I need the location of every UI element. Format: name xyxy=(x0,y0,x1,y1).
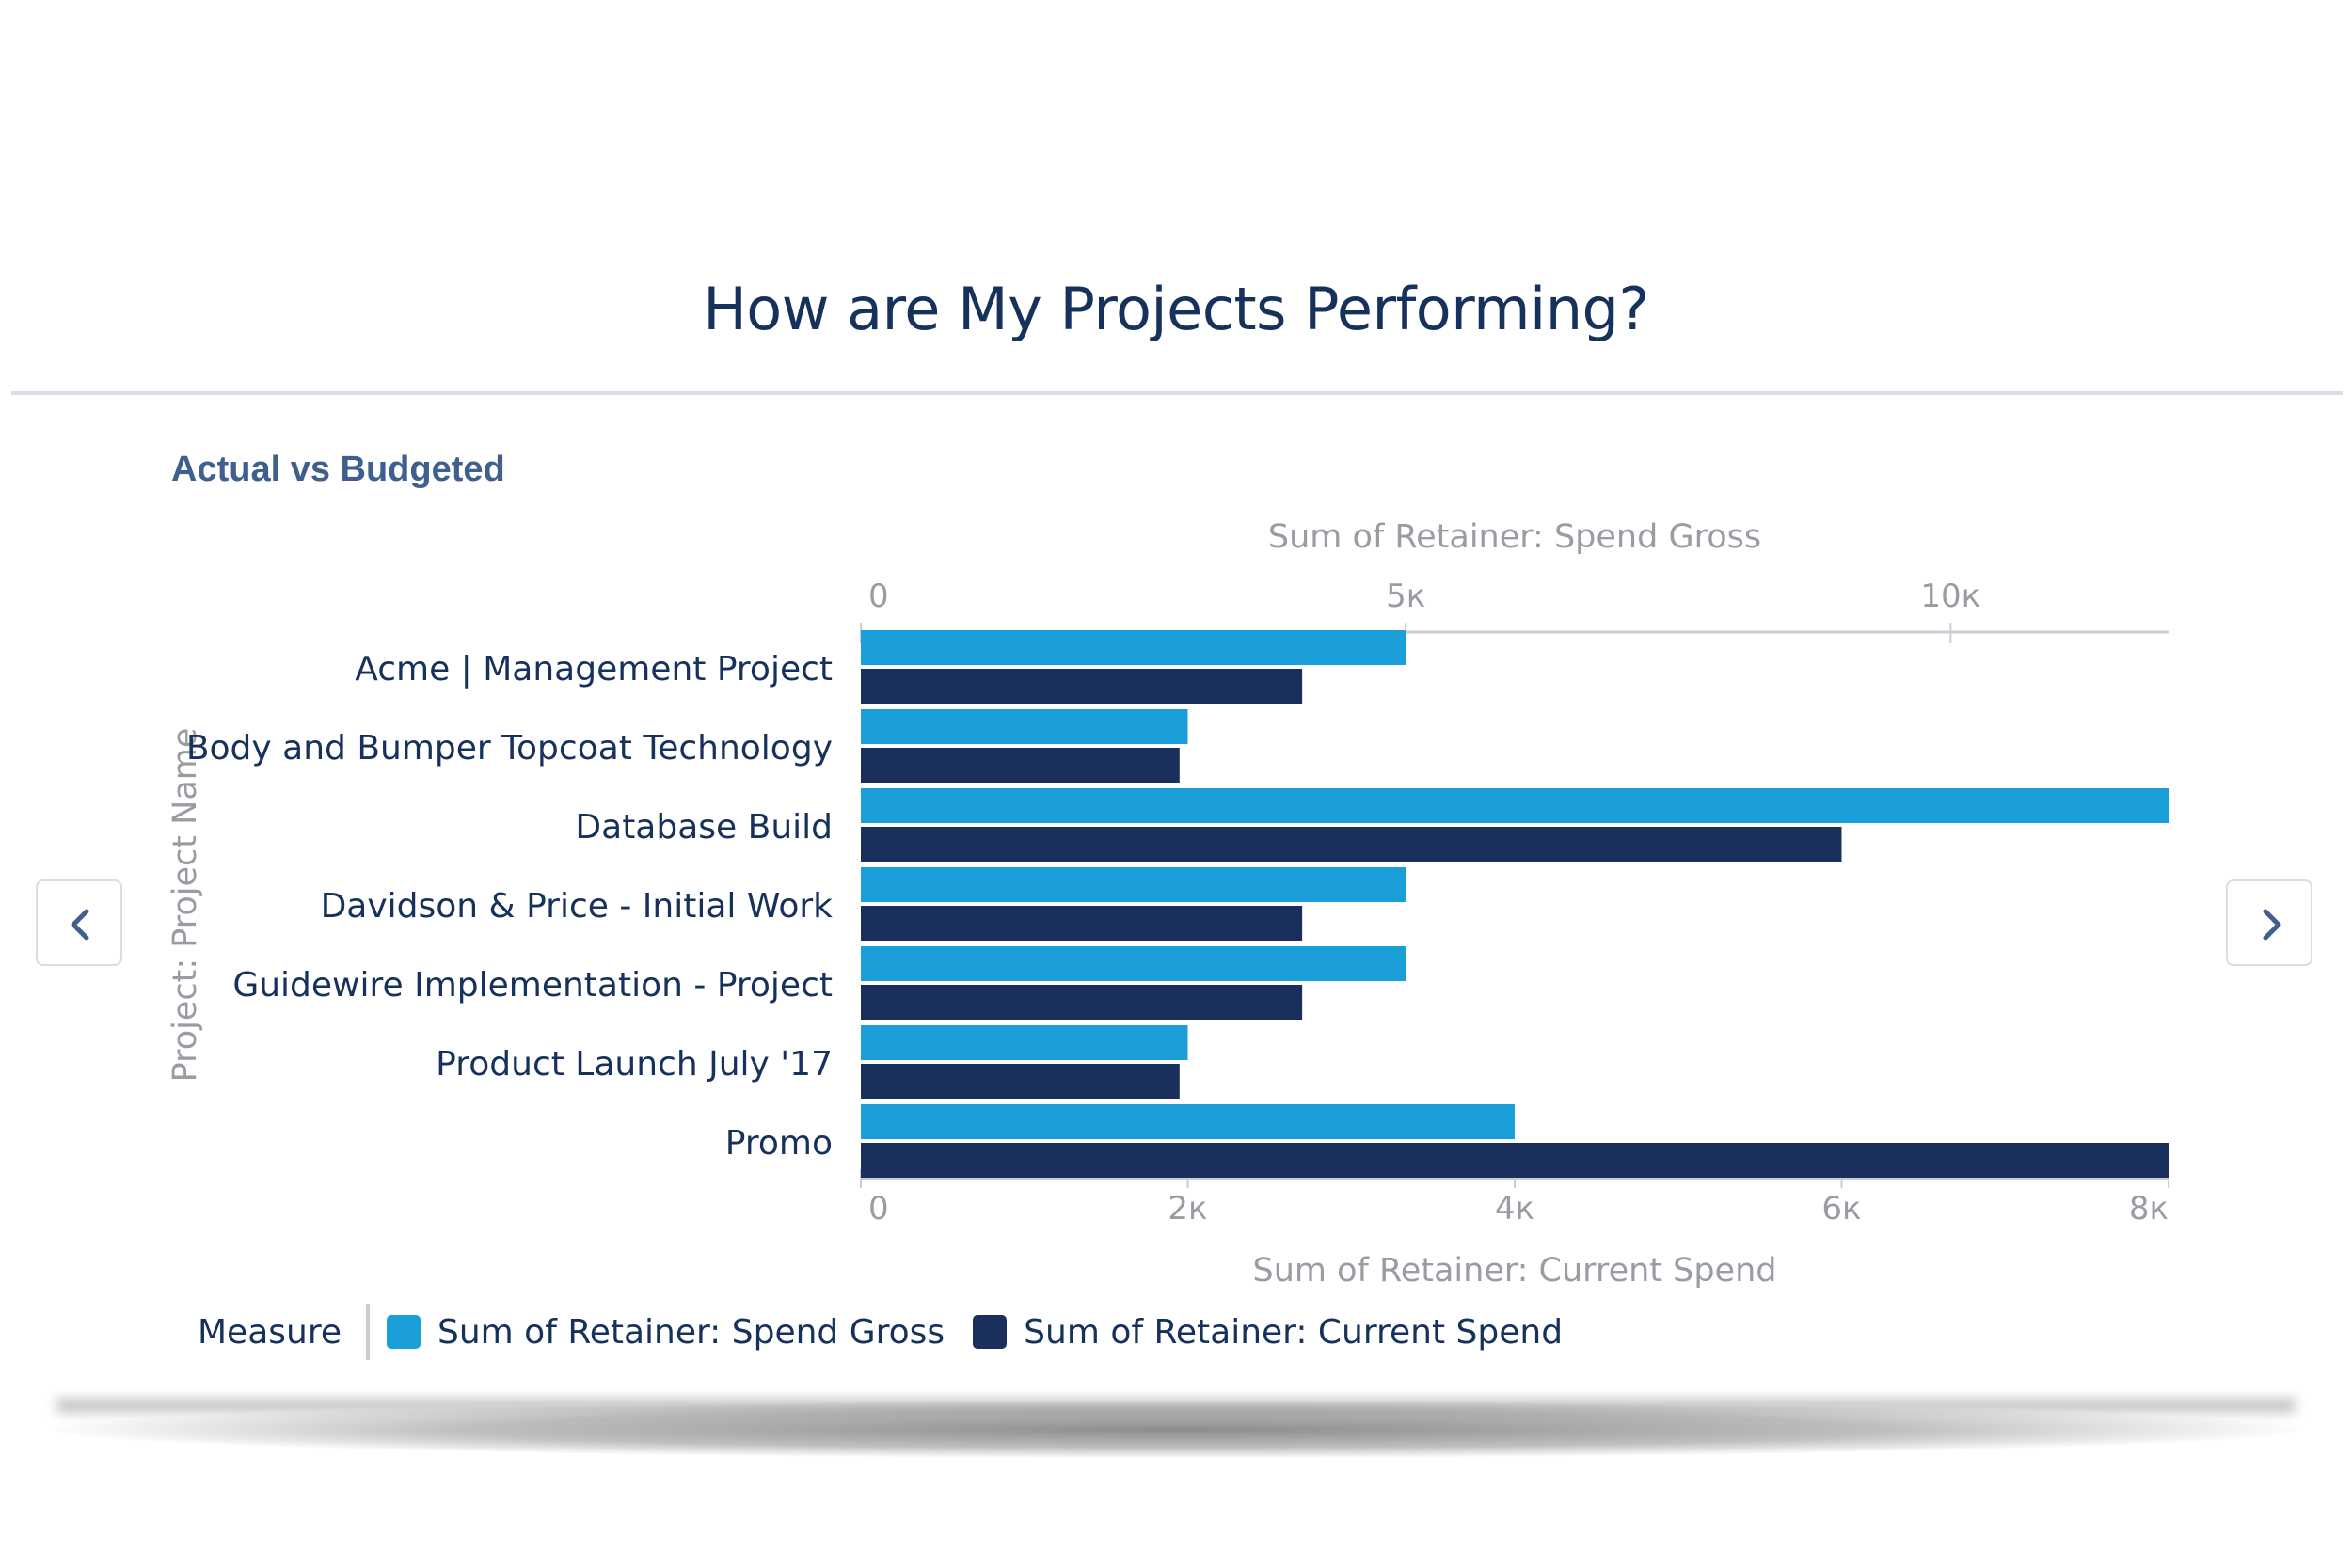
bar-spend-gross xyxy=(861,1104,1515,1139)
bottom-axis-tick-label: 0 xyxy=(868,1190,889,1227)
title-divider xyxy=(11,391,2343,395)
bar-current-spend xyxy=(861,906,1303,941)
legend-separator xyxy=(366,1304,370,1360)
legend-title: Measure xyxy=(198,1312,342,1352)
bottom-axis-tick-label: 4к xyxy=(1495,1190,1534,1227)
card-shadow-top xyxy=(56,1400,2296,1418)
category-label: Guidewire Implementation - Project xyxy=(232,966,833,1005)
chevron-left-icon xyxy=(71,909,89,941)
category-label: Database Build xyxy=(575,808,833,847)
bar-current-spend xyxy=(861,985,1303,1020)
bar-current-spend xyxy=(861,669,1303,704)
bottom-axis-tick-label: 8к xyxy=(2129,1190,2169,1227)
bar-current-spend xyxy=(861,1143,2169,1178)
page-title: How are My Projects Performing? xyxy=(703,275,1649,343)
bar-spend-gross xyxy=(861,709,1188,744)
chart-legend: Measure Sum of Retainer: Spend Gross Sum… xyxy=(198,1304,1591,1360)
legend-label-current-spend: Sum of Retainer: Current Spend xyxy=(1024,1312,1564,1352)
next-button[interactable] xyxy=(2226,879,2312,966)
legend-label-spend-gross: Sum of Retainer: Spend Gross xyxy=(437,1312,946,1352)
category-label: Davidson & Price - Initial Work xyxy=(321,887,834,926)
legend-item-current-spend[interactable]: Sum of Retainer: Current Spend xyxy=(973,1313,1563,1352)
category-label: Promo xyxy=(725,1124,833,1163)
bar-spend-gross xyxy=(861,1025,1188,1060)
previous-button[interactable] xyxy=(36,879,122,966)
bar-current-spend xyxy=(861,1064,1180,1099)
legend-swatch-current-spend xyxy=(973,1315,1008,1349)
category-label: Acme | Management Project xyxy=(355,650,833,689)
y-axis-title: Project: Project Name xyxy=(167,728,204,1083)
top-axis-tick-label: 5к xyxy=(1386,578,1425,615)
chevron-right-icon xyxy=(2263,909,2281,941)
bar-spend-gross xyxy=(861,630,1406,665)
bar-spend-gross xyxy=(861,946,1406,981)
top-axis-title: Sum of Retainer: Spend Gross xyxy=(1268,518,1761,556)
category-label: Body and Bumper Topcoat Technology xyxy=(186,729,833,768)
bottom-axis-tick-label: 2к xyxy=(1168,1190,1207,1227)
bottom-axis-tick-label: 6к xyxy=(1821,1190,1861,1227)
bar-spend-gross xyxy=(861,867,1406,902)
card-shadow xyxy=(56,1402,2296,1458)
bar-spend-gross xyxy=(861,788,2169,823)
legend-swatch-spend-gross xyxy=(387,1315,421,1349)
chart-subtitle: Actual vs Budgeted xyxy=(171,450,505,489)
legend-item-spend-gross[interactable]: Sum of Retainer: Spend Gross xyxy=(387,1313,945,1352)
bar-current-spend xyxy=(861,827,1842,862)
bottom-axis-title: Sum of Retainer: Current Spend xyxy=(1252,1252,1776,1290)
top-axis-tick-label: 10к xyxy=(1920,578,1980,615)
bar-current-spend xyxy=(861,748,1180,783)
category-label: Product Launch July '17 xyxy=(436,1045,833,1084)
top-axis-tick-label: 0 xyxy=(868,578,889,615)
